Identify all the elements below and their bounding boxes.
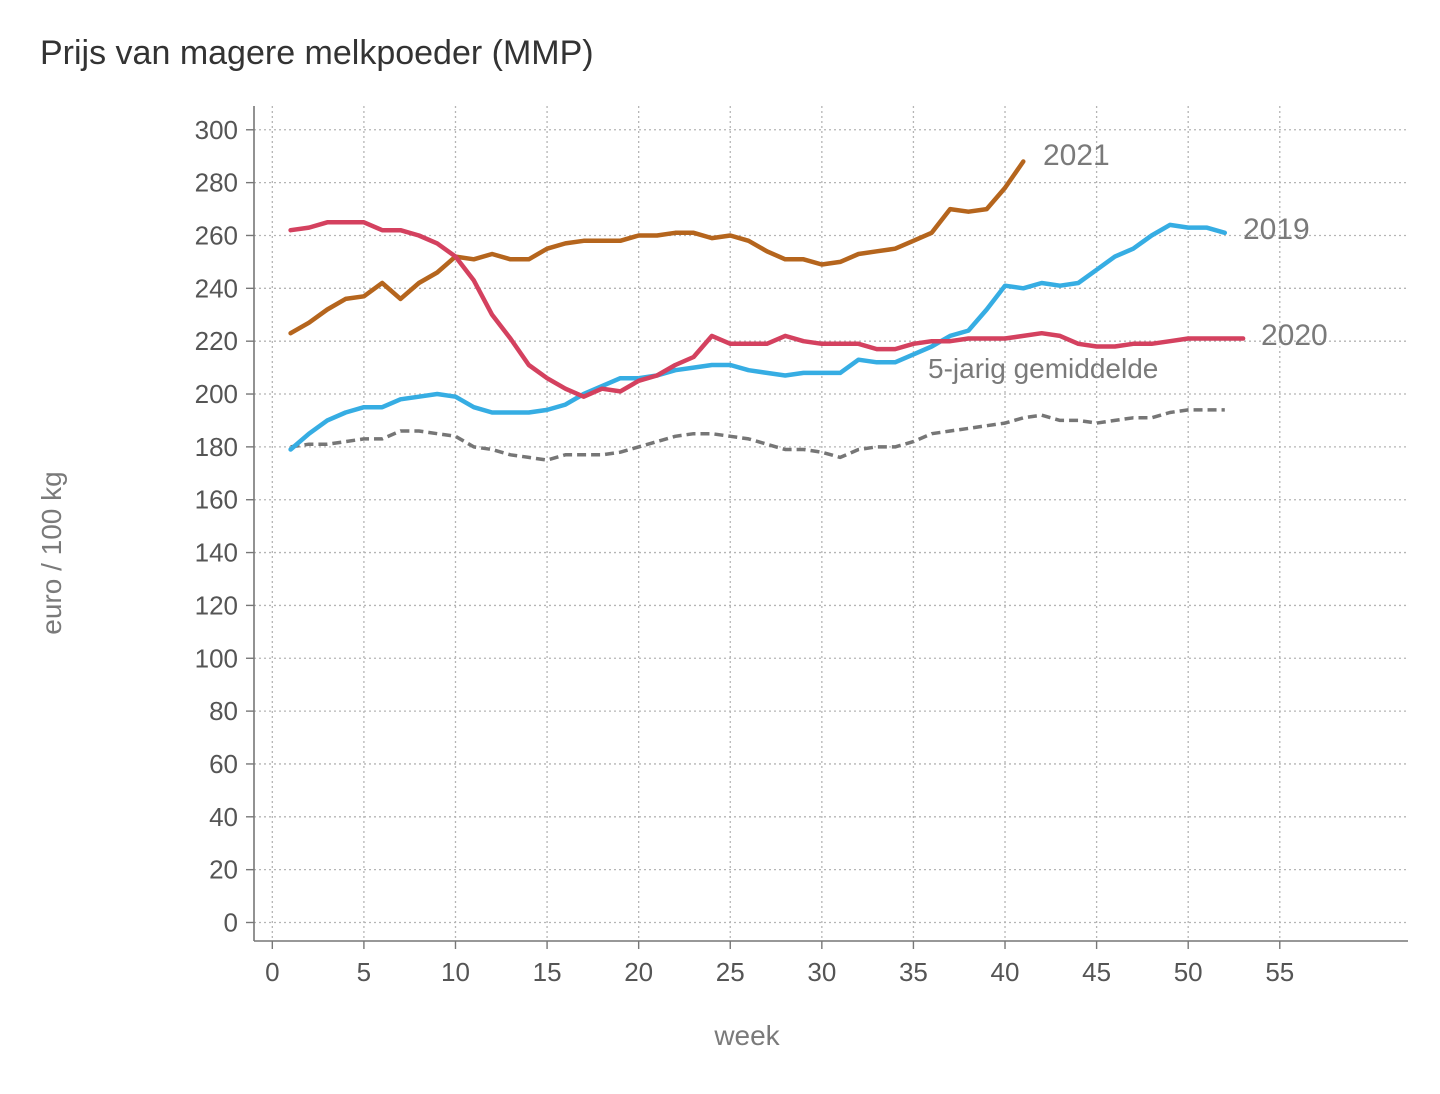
series-label-2019: 2019 [1243,213,1310,246]
y-tick-label: 300 [195,115,238,145]
series-line-2021 [288,159,1026,336]
x-tick-label: 10 [441,957,470,987]
x-tick-label: 25 [716,957,745,987]
x-tick-label: 55 [1265,957,1294,987]
y-tick-label: 80 [209,696,238,726]
axes [253,106,1408,942]
y-tick-label: 40 [209,802,238,832]
series-labels: 2021 2019 2020 5-jarig gemiddelde [928,139,1328,384]
series-label-5-year-average: 5-jarig gemiddelde [928,353,1158,384]
y-tick-label: 60 [209,749,238,779]
y-tick-label: 120 [195,590,238,620]
y-tick-label: 200 [195,379,238,409]
series-lines [288,159,1246,462]
y-axis-title: euro / 100 kg [36,471,67,634]
series-label-2021: 2021 [1043,139,1110,172]
y-tick-label: 0 [224,908,238,938]
x-tick-label: 5 [357,957,371,987]
y-tick-label: 100 [195,643,238,673]
x-tick-label: 35 [899,957,928,987]
x-tick-label: 50 [1174,957,1203,987]
x-tick-label: 40 [991,957,1020,987]
y-tick-label: 20 [209,855,238,885]
series-line-2019 [288,222,1228,452]
chart-title: Prijs van magere melkpoeder (MMP) [40,34,594,72]
x-tick-label: 20 [624,957,653,987]
gridlines [246,106,1408,949]
y-tick-labels: 0 20 40 60 80 100 120 140 160 180 200 220 240 260 280 3… [195,115,238,938]
series-line-5-jarig-gemiddelde [290,408,1225,462]
y-tick-label: 260 [195,220,238,250]
x-tick-label: 30 [807,957,836,987]
x-tick-label: 15 [533,957,562,987]
x-tick-label: 45 [1082,957,1111,987]
y-tick-label: 160 [195,485,238,515]
x-tick-label: 0 [265,957,279,987]
x-axis-title: week [713,1020,780,1051]
y-tick-label: 180 [195,432,238,462]
y-tick-label: 220 [195,326,238,356]
y-tick-label: 240 [195,273,238,303]
series-line-2020 [288,220,1246,399]
y-tick-label: 280 [195,168,238,198]
x-tick-labels: 0 5 10 15 20 25 30 35 40 45 50 55 [265,957,1294,987]
y-tick-label: 140 [195,538,238,568]
series-label-2020: 2020 [1261,319,1328,352]
